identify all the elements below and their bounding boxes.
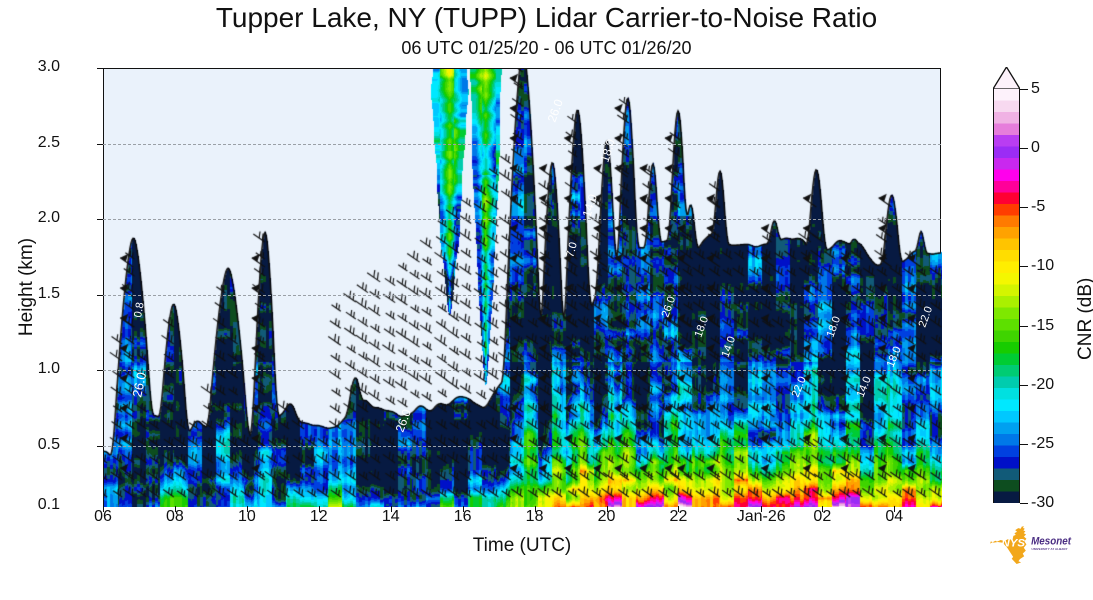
svg-text:UNIVERSITY AT ALBANY: UNIVERSITY AT ALBANY [1032,547,1068,551]
svg-text:NYS: NYS [1002,537,1026,549]
svg-text:Mesonet: Mesonet [1031,535,1072,547]
